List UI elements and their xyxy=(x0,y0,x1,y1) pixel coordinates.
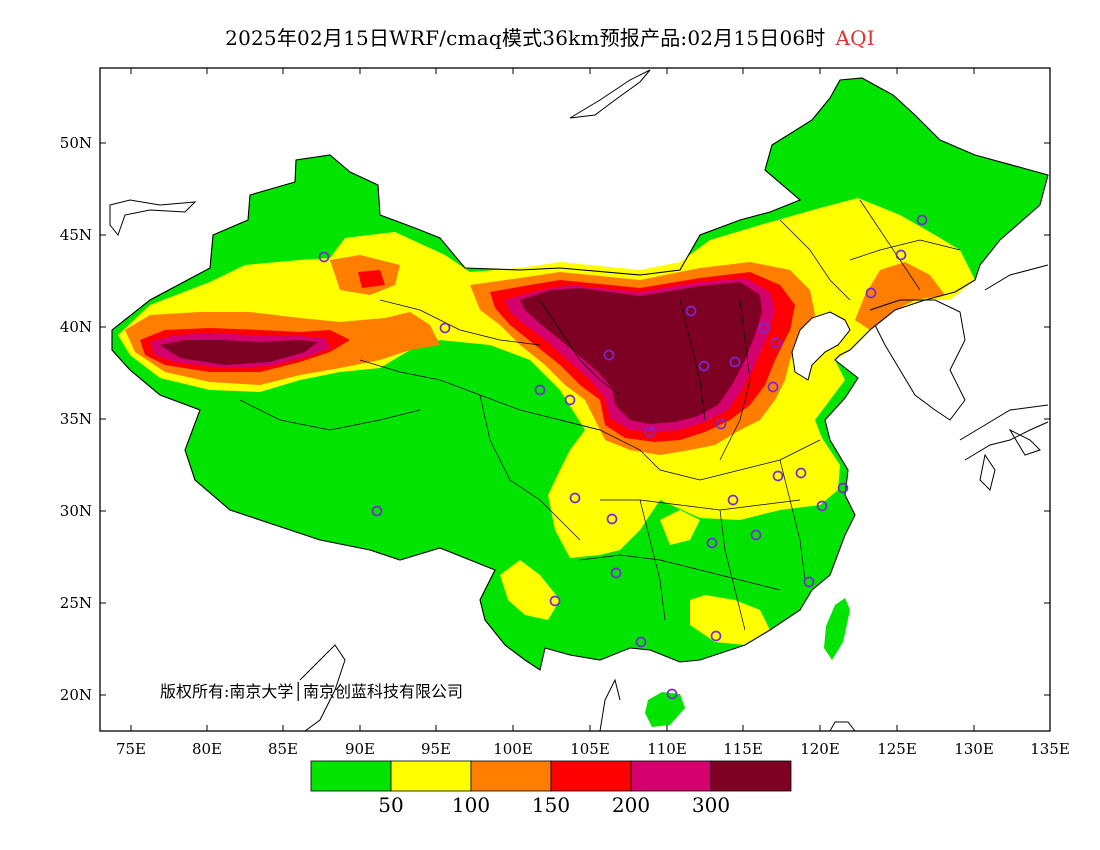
title-text: 2025年02月15日WRF/cmaq模式36km预报产品:02月15日06时 xyxy=(225,26,826,50)
legend-swatch xyxy=(390,760,472,792)
city-marker xyxy=(770,337,782,349)
hainan-island xyxy=(645,692,685,727)
city-marker xyxy=(795,467,807,479)
aqi-zone-maroon-north xyxy=(520,282,762,424)
city-marker xyxy=(644,426,656,438)
legend-label: 300 xyxy=(692,793,730,817)
city-marker xyxy=(816,500,828,512)
tick-marks xyxy=(100,68,1051,731)
lat-label: 20N xyxy=(60,686,92,704)
lon-label: 90E xyxy=(345,740,375,758)
lon-label: 120E xyxy=(800,740,840,758)
city-marker xyxy=(534,384,546,396)
city-marker xyxy=(439,322,451,334)
legend-label: 100 xyxy=(452,793,490,817)
latitude-labels: 50N 45N 40N 35N 30N 25N 20N xyxy=(60,134,92,704)
legend-swatch xyxy=(710,760,792,792)
copyright-text: 版权所有:南京大学│南京创蓝科技有限公司 xyxy=(160,681,463,701)
aqi-zone-yellow-south3 xyxy=(500,560,560,620)
city-marker xyxy=(727,494,739,506)
lat-label: 35N xyxy=(60,410,92,428)
lat-label: 25N xyxy=(60,594,92,612)
legend-swatch xyxy=(630,760,712,792)
city-marker xyxy=(837,482,849,494)
legend-swatch xyxy=(550,760,632,792)
city-marker xyxy=(895,249,907,261)
legend-label: 150 xyxy=(532,793,570,817)
city-marker xyxy=(610,567,622,579)
aqi-zone-maroon-tarim xyxy=(160,340,318,365)
lon-label: 80E xyxy=(192,740,222,758)
city-marker xyxy=(569,492,581,504)
lon-label: 110E xyxy=(647,740,687,758)
lat-label: 40N xyxy=(60,318,92,336)
city-marker xyxy=(606,513,618,525)
city-marker xyxy=(549,595,561,607)
aqi-zone-orange-ne xyxy=(855,262,945,330)
lat-label: 45N xyxy=(60,226,92,244)
lon-label: 75E xyxy=(116,740,146,758)
city-marker xyxy=(564,394,576,406)
lon-label: 100E xyxy=(493,740,533,758)
longitude-labels: 75E 80E 85E 90E 95E 100E 105E 110E 115E … xyxy=(116,740,1070,758)
map-title: 2025年02月15日WRF/cmaq模式36km预报产品:02月15日06时 A… xyxy=(0,22,1100,51)
city-marker xyxy=(318,251,330,263)
city-marker xyxy=(666,688,678,700)
city-marker xyxy=(750,529,762,541)
legend-swatch xyxy=(310,760,392,792)
city-marker xyxy=(729,356,741,368)
bohai-sea xyxy=(791,311,851,381)
map-content xyxy=(109,69,1049,731)
city-marker xyxy=(698,360,710,372)
lon-label: 130E xyxy=(954,740,994,758)
aqi-zone-red-dzungar xyxy=(358,270,385,288)
city-marker xyxy=(603,349,615,361)
city-marker xyxy=(767,381,779,393)
lat-label: 50N xyxy=(60,134,92,152)
province-boundaries xyxy=(239,199,961,631)
city-marker xyxy=(710,630,722,642)
title-variable: AQI xyxy=(835,26,875,50)
legend-label: 50 xyxy=(378,793,403,817)
city-marker xyxy=(916,214,928,226)
city-marker xyxy=(715,418,727,430)
china-border xyxy=(111,77,1049,671)
lat-label: 30N xyxy=(60,502,92,520)
city-marker xyxy=(772,470,784,482)
city-marker xyxy=(803,576,815,588)
aqi-legend: 50 100 150 200 300 xyxy=(310,760,792,817)
lon-label: 135E xyxy=(1030,740,1070,758)
aqi-zone-yellow-south1 xyxy=(690,595,770,645)
city-marker xyxy=(706,537,718,549)
lon-label: 105E xyxy=(570,740,610,758)
city-marker xyxy=(685,305,697,317)
map-frame xyxy=(99,67,1051,732)
aqi-zone-yellow-south2 xyxy=(660,510,700,545)
lon-label: 85E xyxy=(268,740,298,758)
city-markers xyxy=(318,214,928,700)
city-marker xyxy=(758,322,770,334)
city-marker xyxy=(635,636,647,648)
lon-label: 115E xyxy=(723,740,763,758)
lon-label: 95E xyxy=(421,740,451,758)
legend-label: 200 xyxy=(612,793,650,817)
city-marker xyxy=(865,287,877,299)
coastlines xyxy=(109,69,1049,731)
legend-swatch xyxy=(470,760,552,792)
taiwan-island xyxy=(824,598,850,660)
city-marker xyxy=(371,505,383,517)
lon-label: 125E xyxy=(877,740,917,758)
